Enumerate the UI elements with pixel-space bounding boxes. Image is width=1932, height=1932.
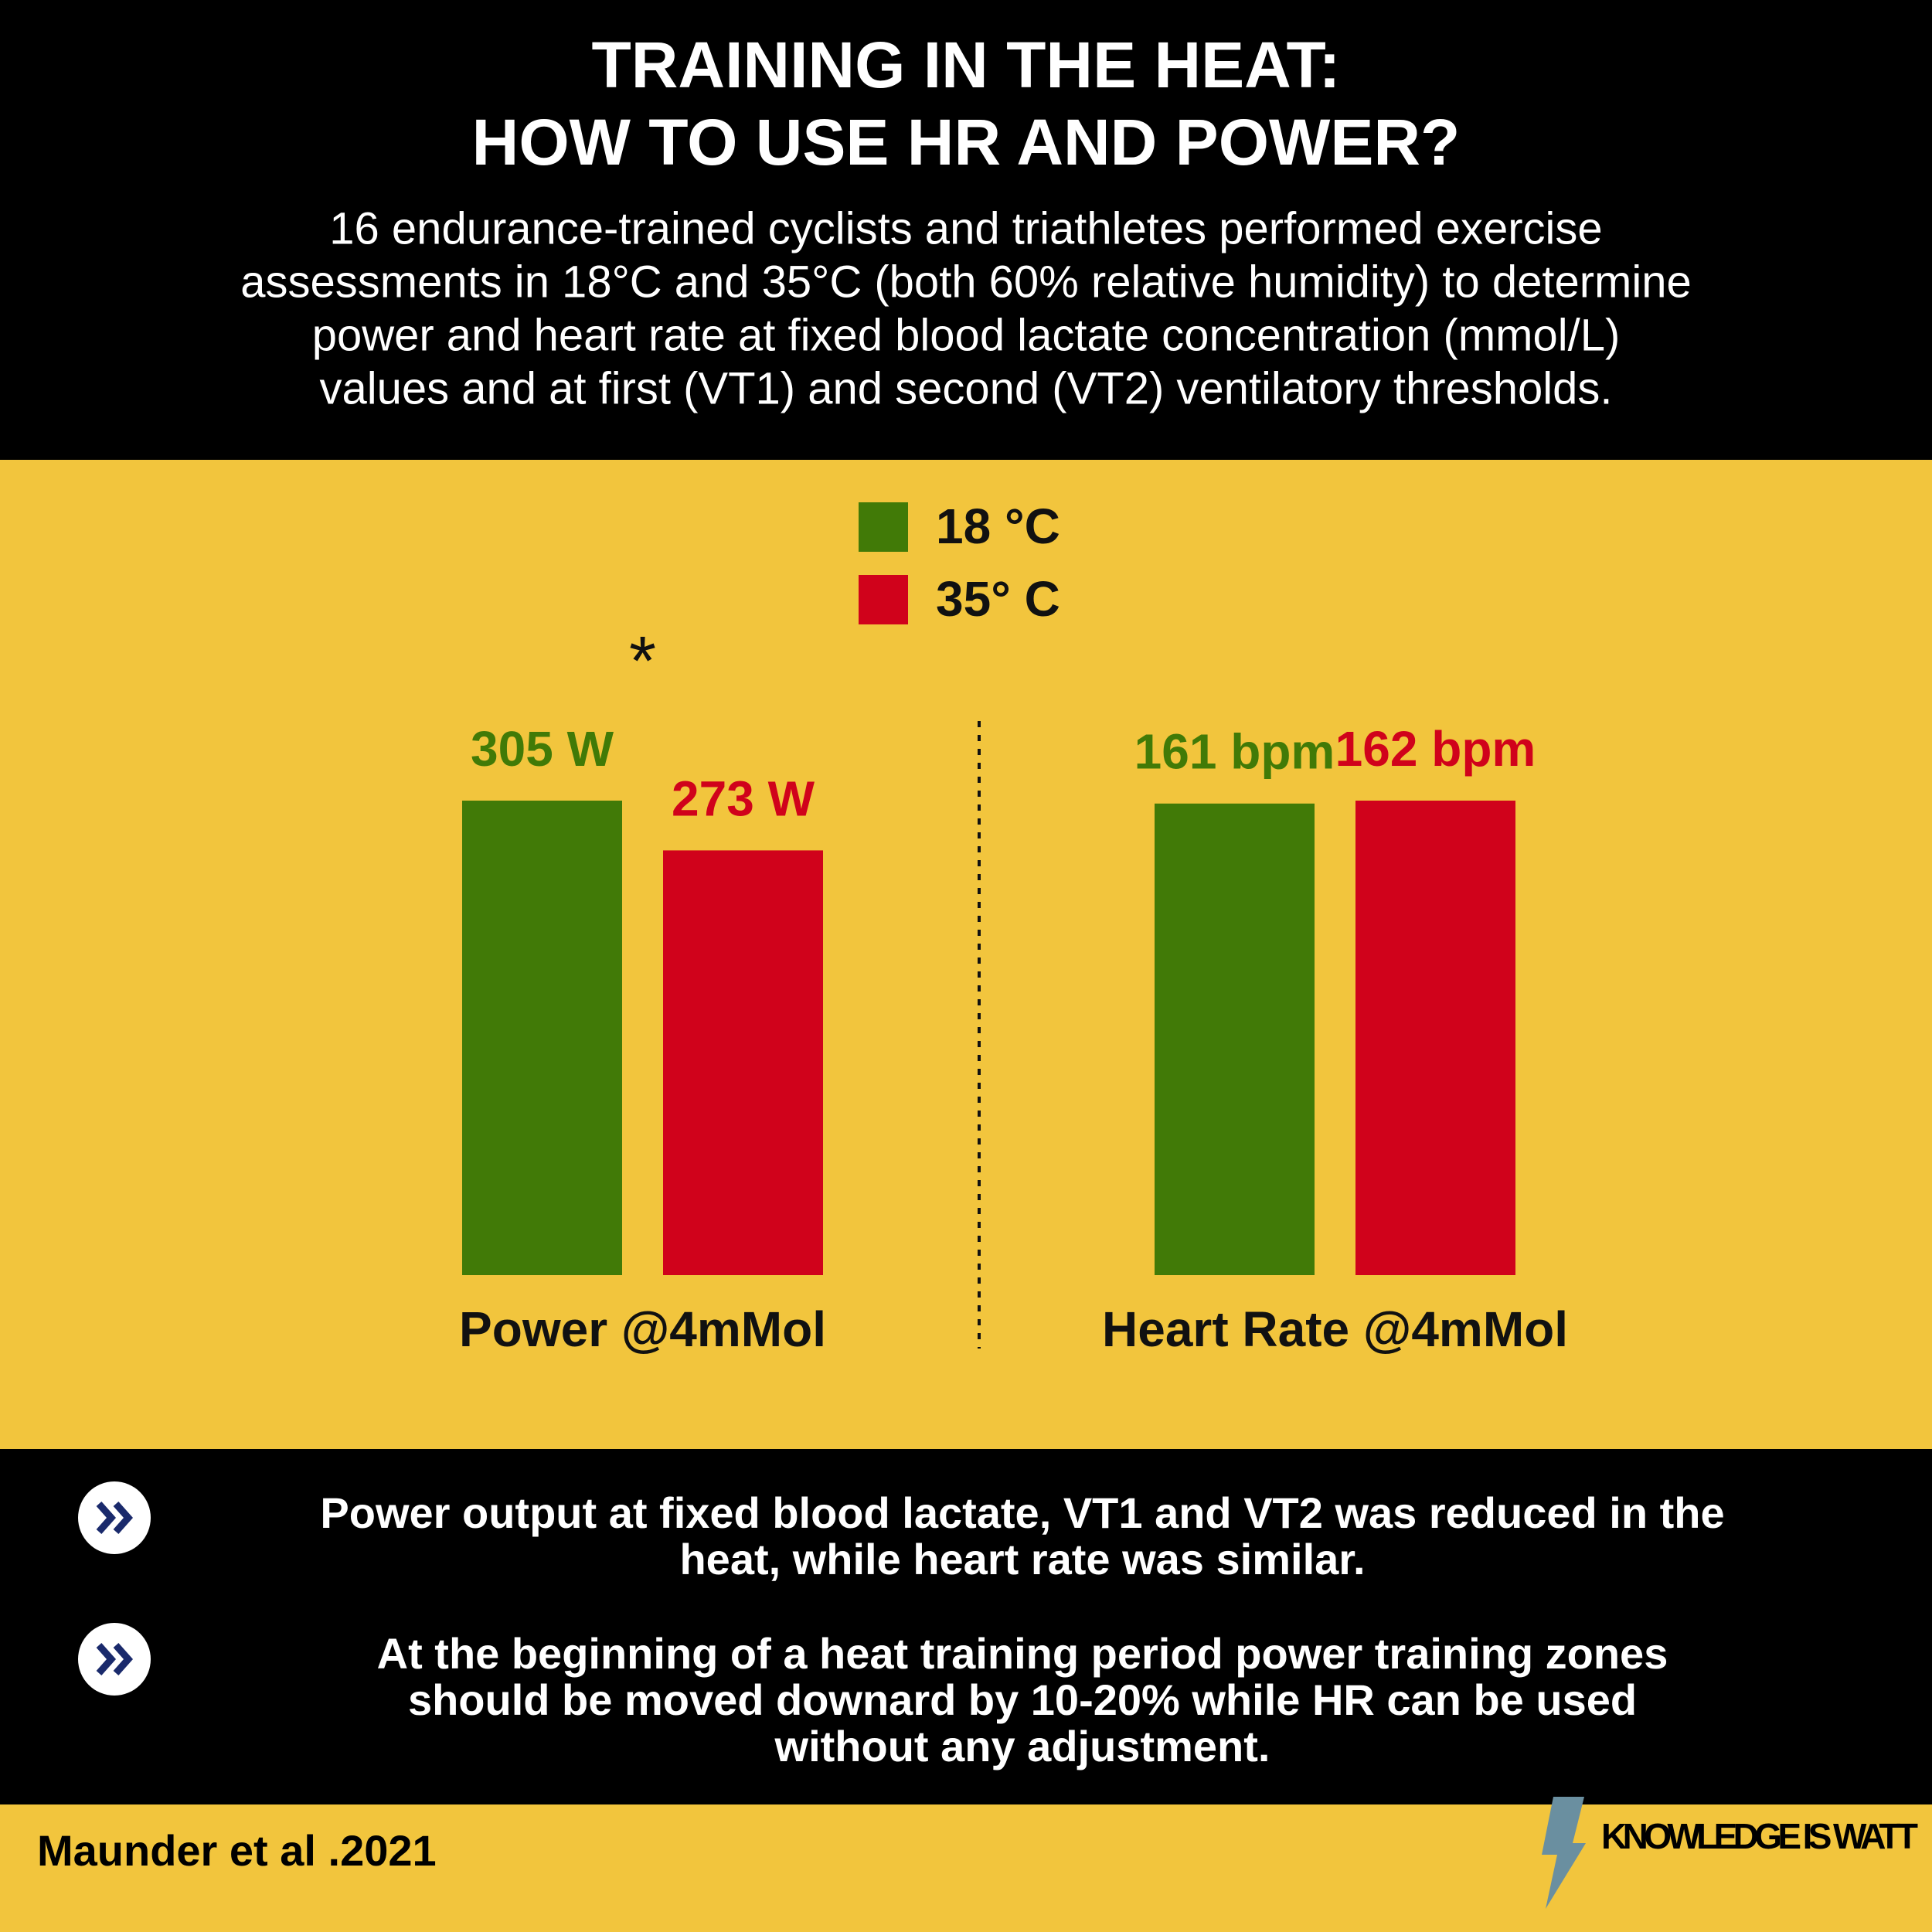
bar (663, 850, 823, 1275)
takeaway-line: without any adjustment. (774, 1722, 1270, 1770)
value-label: 161 bpm (1134, 724, 1335, 780)
logo-bolt (1542, 1797, 1586, 1909)
value-label: 305 W (471, 721, 614, 777)
takeaway-band (0, 1449, 1932, 1804)
header-band (0, 0, 1932, 460)
citation: Maunder et al .2021 (37, 1826, 437, 1875)
legend-label: 35° C (936, 571, 1060, 627)
bar (1355, 801, 1515, 1275)
takeaway-line: At the beginning of a heat training peri… (377, 1629, 1668, 1678)
subtitle-line: 16 endurance-trained cyclists and triath… (329, 203, 1602, 253)
subtitle-line: power and heart rate at fixed blood lact… (312, 310, 1621, 360)
subtitle-line: assessments in 18°C and 35°C (both 60% r… (240, 257, 1692, 307)
legend-swatch (859, 575, 908, 624)
title-line: HOW TO USE HR AND POWER? (472, 106, 1461, 179)
takeaway-line: heat, while heart rate was similar. (679, 1535, 1365, 1583)
brand: KNOWLEDGE IS WATT (1601, 1816, 1918, 1856)
legend-label: 18 °C (936, 498, 1060, 554)
bullet-icon (78, 1481, 151, 1554)
bar (462, 801, 622, 1275)
value-label: 162 bpm (1335, 721, 1536, 777)
category-label: Power @4mMol (459, 1301, 826, 1357)
takeaway-line: should be moved downard by 10-20% while … (408, 1675, 1637, 1724)
significance-mark: * (629, 623, 656, 700)
title-line: TRAINING IN THE HEAT: (591, 29, 1340, 101)
legend-swatch (859, 502, 908, 552)
bar (1155, 803, 1315, 1275)
value-label: 273 W (672, 770, 815, 826)
subtitle-line: values and at first (VT1) and second (VT… (319, 363, 1612, 413)
takeaway-line: Power output at fixed blood lactate, VT1… (320, 1488, 1724, 1537)
bullet-icon (78, 1623, 151, 1696)
category-label: Heart Rate @4mMol (1102, 1301, 1568, 1357)
